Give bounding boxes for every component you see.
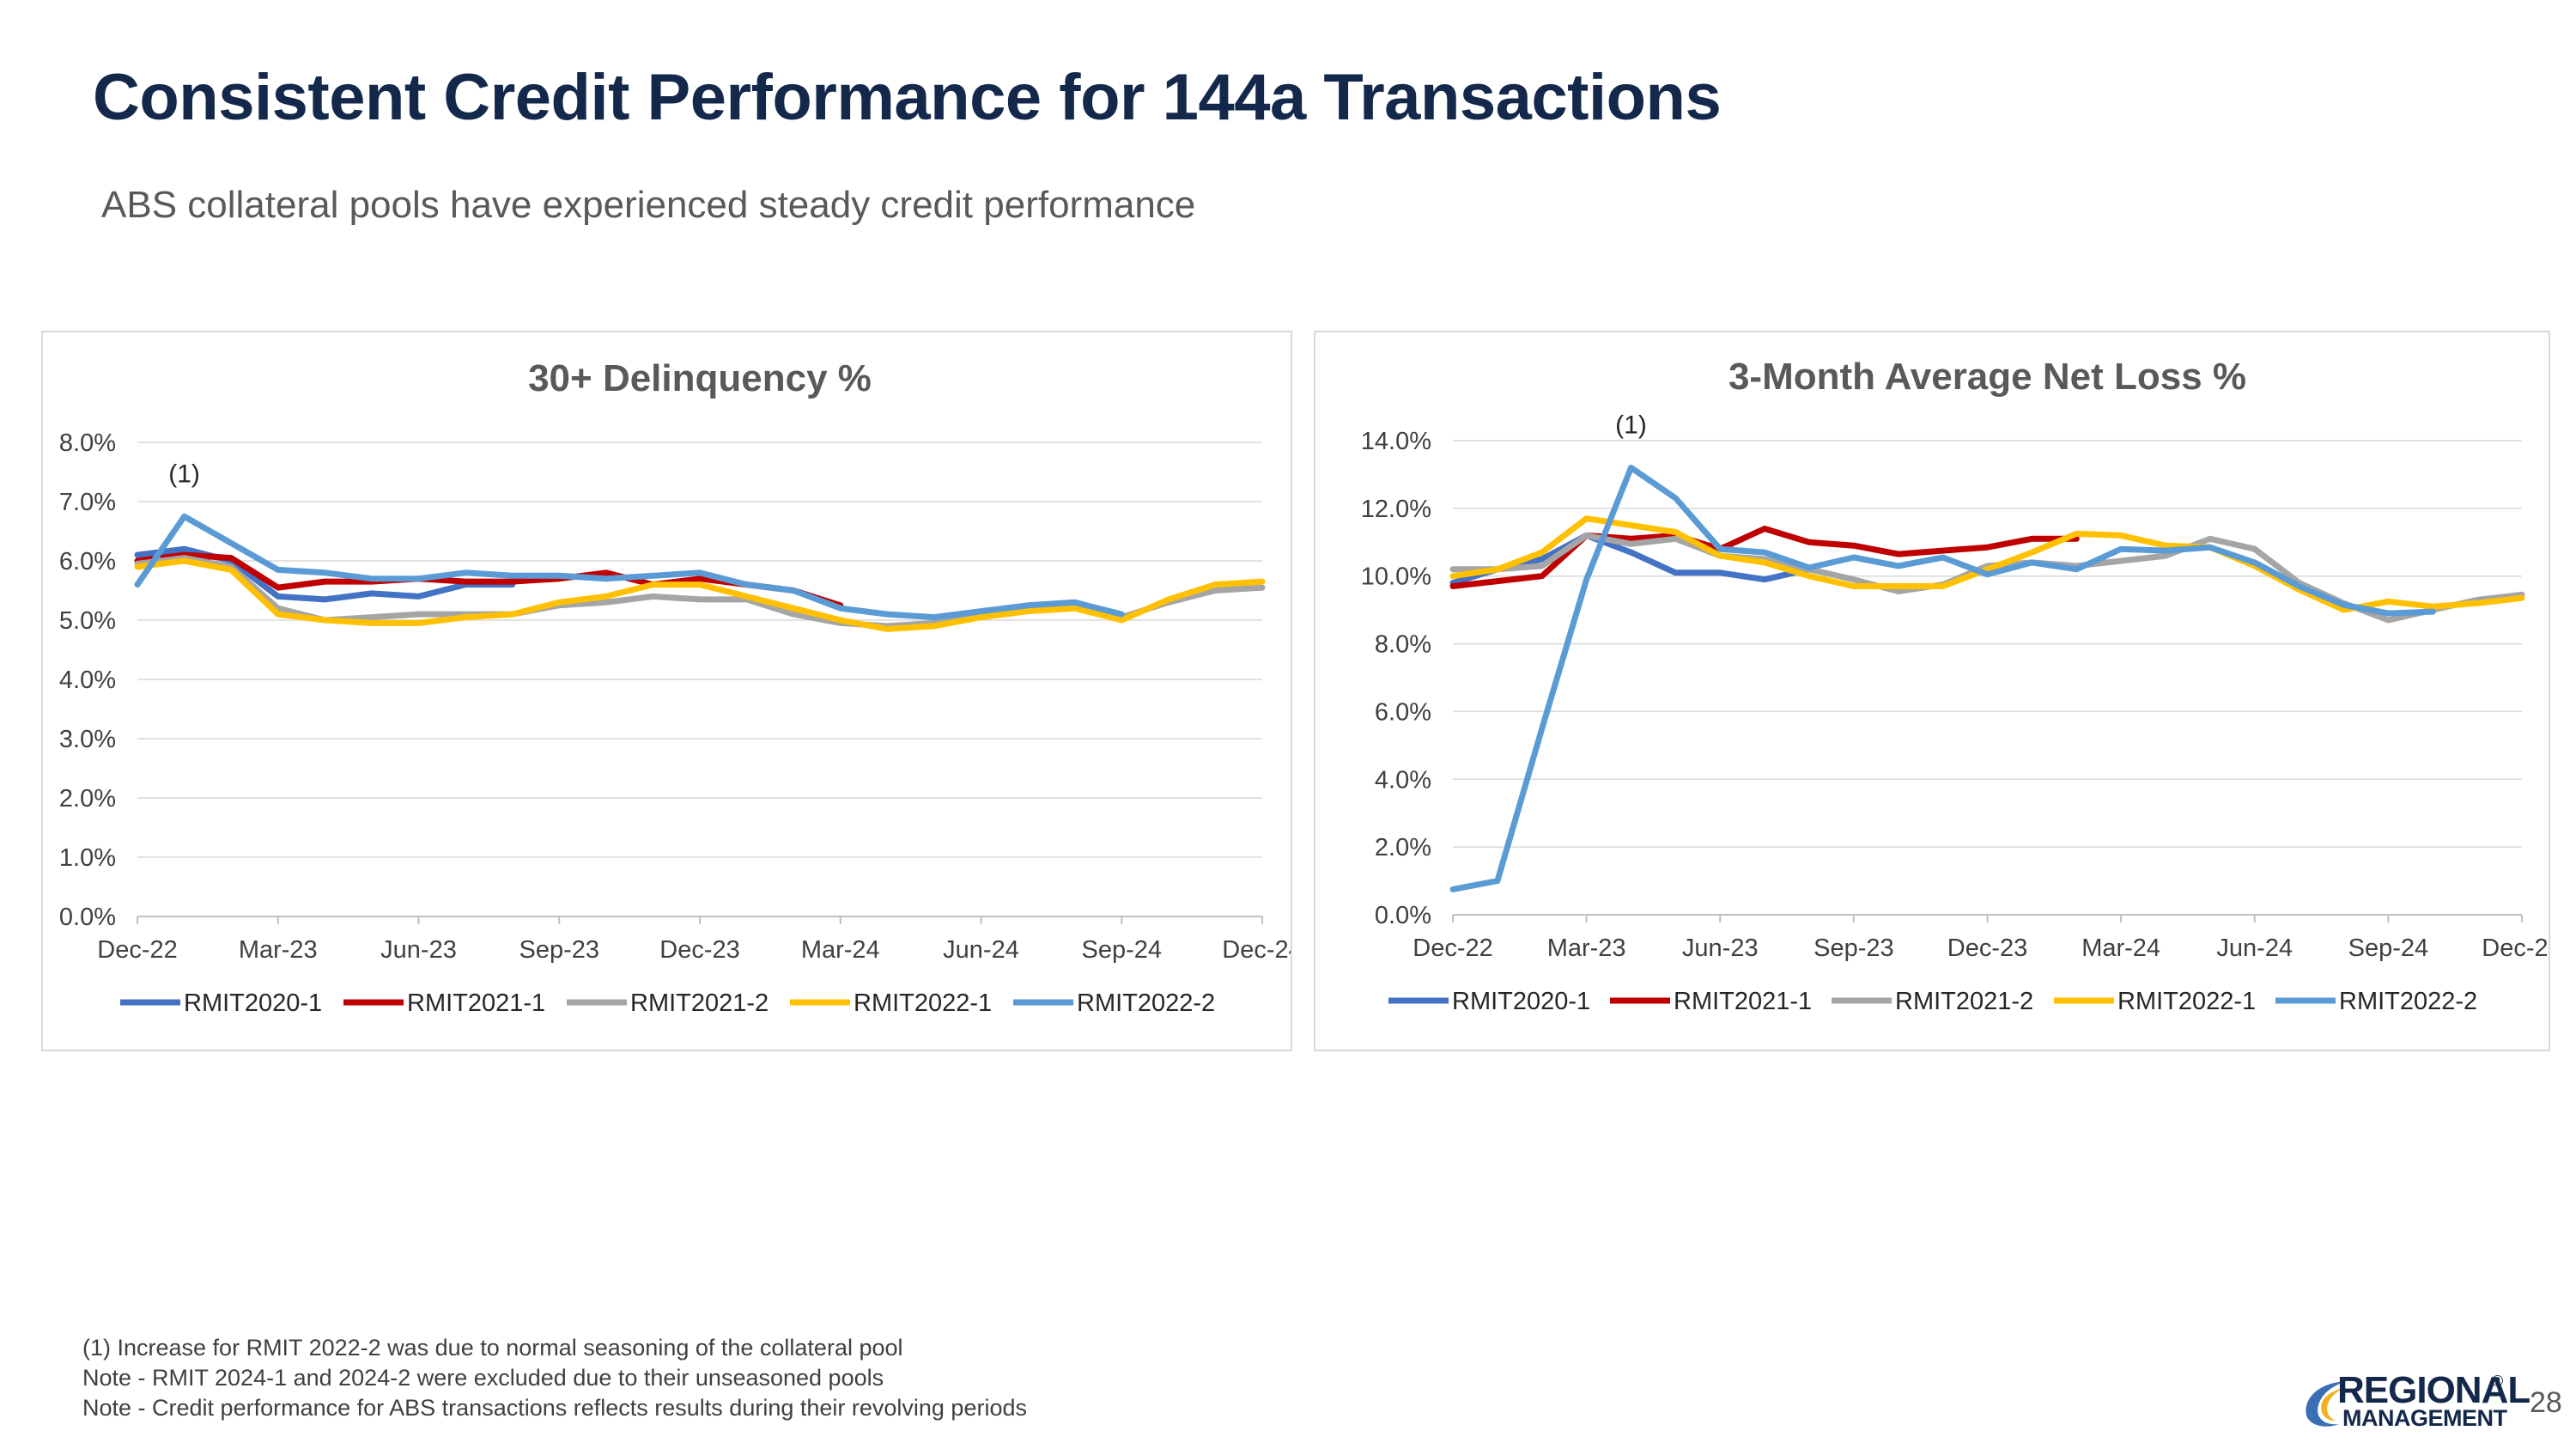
legend-label: RMIT2022-1 xyxy=(854,989,992,1017)
y-tick-label: 0.0% xyxy=(1375,902,1431,929)
legend-label: RMIT2021-1 xyxy=(407,989,545,1017)
page-subtitle: ABS collateral pools have experienced st… xyxy=(101,184,1196,226)
delinquency-chart: 30+ Delinquency % 0.0% 1.0% 2.0% 3.0% 4.0% 5.0… xyxy=(59,357,1291,1017)
x-tick-label: Dec-24 xyxy=(1222,936,1291,964)
x-tick-label: Dec-22 xyxy=(1413,935,1493,962)
legend-label: RMIT2021-2 xyxy=(1895,988,2033,1015)
annotation-label: (1) xyxy=(1615,411,1647,440)
x-tick-label: Jun-23 xyxy=(380,936,457,964)
x-tick-label: Dec-23 xyxy=(1947,935,2028,962)
y-tick-label: 2.0% xyxy=(1375,834,1431,861)
annotation-label: (1) xyxy=(168,460,200,488)
legend-label: RMIT2020-1 xyxy=(184,989,322,1017)
x-tick-label: Jun-24 xyxy=(943,936,1019,964)
net-loss-chart-panel: 3-Month Average Net Loss % 0.0% 2.0% 4.0% 6.… xyxy=(1314,331,2550,1051)
delinquency-chart-panel: 30+ Delinquency % 0.0% 1.0% 2.0% 3.0% 4.0% 5.0… xyxy=(41,331,1292,1051)
x-tick-label: Mar-24 xyxy=(2081,935,2160,962)
x-tick-label: Mar-23 xyxy=(1547,935,1626,962)
regional-management-logo: REGIONAL ® MANAGEMENT xyxy=(2293,1369,2530,1433)
chart-title: 30+ Delinquency % xyxy=(528,357,872,399)
x-tick-label: Sep-24 xyxy=(1081,936,1162,964)
y-tick-label: 6.0% xyxy=(59,548,116,575)
logo-registered-mark: ® xyxy=(2492,1373,2504,1390)
y-tick-label: 4.0% xyxy=(59,667,116,694)
series-line-rmit2022-1 xyxy=(1449,515,2525,613)
y-tick-label: 12.0% xyxy=(1361,496,1431,523)
x-tick-label: Mar-24 xyxy=(801,936,880,964)
x-tick-label: Sep-23 xyxy=(519,936,599,964)
y-tick-label: 1.0% xyxy=(59,844,116,872)
y-tick-label: 14.0% xyxy=(1361,428,1431,455)
legend-label: RMIT2022-2 xyxy=(1077,989,1215,1017)
chart-title: 3-Month Average Net Loss % xyxy=(1728,356,2246,398)
page-title: Consistent Credit Performance for 144a T… xyxy=(93,61,1722,134)
y-tick-label: 2.0% xyxy=(59,785,116,813)
y-tick-label: 0.0% xyxy=(59,904,116,931)
footnote-1: (1) Increase for RMIT 2022-2 was due to … xyxy=(82,1335,903,1361)
x-tick-label: Dec-22 xyxy=(97,936,178,964)
footnote-2: Note - RMIT 2024-1 and 2024-2 were exclu… xyxy=(82,1365,884,1391)
legend-label: RMIT2021-2 xyxy=(630,989,769,1017)
legend-label: RMIT2020-1 xyxy=(1452,988,1590,1015)
series-line-rmit2022-1 xyxy=(134,557,1266,632)
legend-label: RMIT2022-1 xyxy=(2117,988,2256,1015)
x-tick-label: Dec-23 xyxy=(659,936,740,964)
x-tick-label: Sep-23 xyxy=(1814,935,1894,962)
x-tick-label: Dec-24 xyxy=(2482,935,2549,962)
y-tick-label: 8.0% xyxy=(59,429,116,457)
y-tick-label: 10.0% xyxy=(1361,563,1431,591)
footnotes: (1) Increase for RMIT 2022-2 was due to … xyxy=(82,1333,1027,1423)
x-tick-label: Jun-23 xyxy=(1682,935,1759,962)
footnote-3: Note - Credit performance for ABS transa… xyxy=(82,1395,1027,1421)
series-line-rmit2021-1 xyxy=(1449,526,2080,589)
logo-swoosh-icon xyxy=(2306,1381,2346,1427)
logo-text-management: MANAGEMENT xyxy=(2342,1405,2507,1431)
legend-label: RMIT2021-1 xyxy=(1674,988,1812,1015)
y-tick-label: 6.0% xyxy=(1375,698,1431,726)
y-tick-label: 7.0% xyxy=(59,489,116,516)
y-tick-label: 4.0% xyxy=(1375,766,1431,794)
series-line-rmit2022-2 xyxy=(134,513,1125,621)
legend-label: RMIT2022-2 xyxy=(2339,988,2477,1015)
y-tick-label: 5.0% xyxy=(59,607,116,635)
page-number: 28 xyxy=(2530,1386,2562,1419)
y-tick-label: 8.0% xyxy=(1375,631,1431,659)
x-tick-label: Jun-24 xyxy=(2216,935,2293,962)
logo-text-regional: REGIONAL xyxy=(2337,1369,2530,1411)
y-tick-label: 3.0% xyxy=(59,726,116,753)
series-line-rmit2022-2 xyxy=(1449,465,2436,892)
x-tick-label: Mar-23 xyxy=(239,936,318,964)
net-loss-chart: 3-Month Average Net Loss % 0.0% 2.0% 4.0% 6.… xyxy=(1361,356,2549,1015)
x-tick-label: Sep-24 xyxy=(2348,935,2429,962)
